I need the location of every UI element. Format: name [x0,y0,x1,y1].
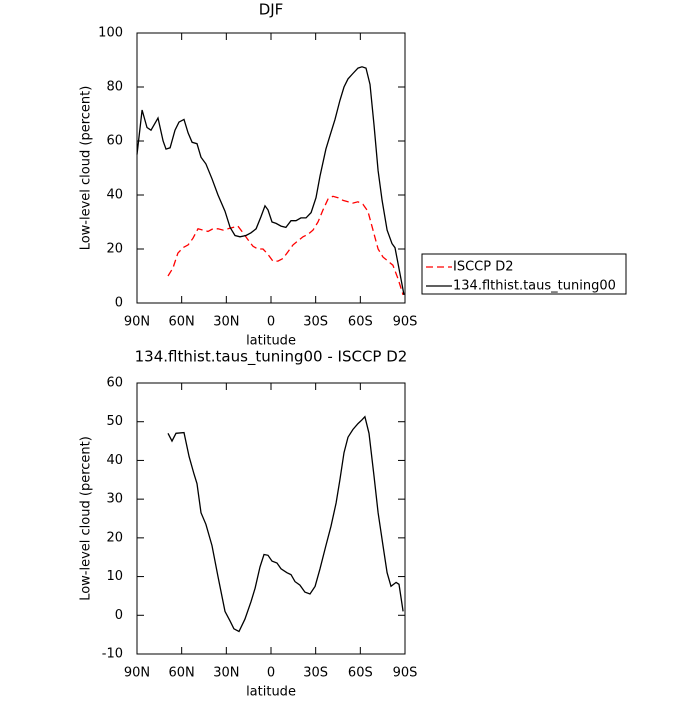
y-tick-label: 30 [106,492,123,507]
x-tick-label: 30N [213,315,239,330]
legend-label: ISCCP D2 [453,260,514,275]
x-axis-label: latitude [246,685,296,700]
data-line [167,415,404,633]
y-tick-label: 40 [106,453,123,468]
y-tick-label: 60 [106,376,123,391]
y-axis-label: Low-level cloud (percent) [79,436,94,601]
x-tick-label: 30S [303,315,328,330]
x-tick-label: 30N [213,666,239,681]
x-axis-label: latitude [246,334,296,349]
y-tick-label: 20 [106,530,123,545]
plot-frame [136,32,406,304]
y-tick-label: 50 [106,414,123,429]
y-tick-label: 0 [115,608,123,623]
y-tick-label: -10 [102,647,123,662]
y-tick-label: 20 [106,242,123,257]
plot-frame [136,382,406,655]
x-tick-label: 90N [124,315,150,330]
data-line [136,66,405,296]
legend-box [421,253,627,295]
y-tick-label: 80 [106,80,123,95]
y-tick-label: 100 [98,26,123,41]
data-line [167,195,404,296]
x-tick-label: 60N [169,666,195,681]
x-tick-label: 60S [348,666,373,681]
x-tick-label: 60S [348,315,373,330]
x-tick-label: 60N [169,315,195,330]
x-tick-label: 0 [267,315,275,330]
x-tick-label: 30S [303,666,328,681]
x-tick-label: 0 [267,666,275,681]
y-tick-label: 60 [106,134,123,149]
x-tick-label: 90S [393,666,418,681]
legend-label: 134.flthist.taus_tuning00 [453,279,616,294]
y-tick-label: 0 [115,296,123,311]
x-tick-label: 90N [124,666,150,681]
y-axis-label: Low-level cloud (percent) [79,86,94,251]
y-tick-label: 40 [106,188,123,203]
chart-title: 134.flthist.taus_tuning00 - ISCCP D2 [135,348,408,367]
x-tick-label: 90S [393,315,418,330]
y-tick-label: 10 [106,569,123,584]
chart-title: DJF [259,1,284,19]
